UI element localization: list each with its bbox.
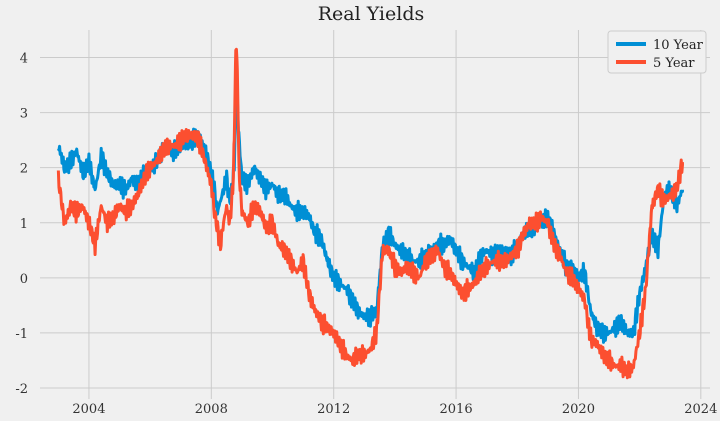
series-line: [56, 47, 684, 380]
y-tick-label: -2: [15, 382, 28, 397]
x-tick-label: 2004: [72, 402, 105, 417]
chart-title: Real Yields: [318, 3, 425, 25]
x-tick-label: 2016: [440, 402, 473, 417]
y-tick-label: 3: [20, 107, 28, 122]
grid: [40, 30, 710, 399]
y-tick-label: -1: [15, 327, 28, 342]
y-tick-label: 4: [20, 52, 28, 67]
series-line: [57, 95, 684, 344]
series-five-year: [56, 47, 684, 380]
legend-label: 10 Year: [653, 38, 704, 53]
tick-labels: -2 -1 0 1 2 3 4 2004 2008 2012 2016 2020 2024: [15, 52, 717, 417]
y-tick-label: 0: [20, 272, 28, 287]
x-tick-label: 2020: [562, 402, 595, 417]
legend-label: 5 Year: [653, 56, 695, 71]
x-tick-label: 2012: [317, 402, 350, 417]
series-ten-year: [57, 95, 684, 344]
legend: 10 Year 5 Year: [607, 30, 707, 74]
y-tick-label: 2: [20, 162, 28, 177]
y-tick-label: 1: [20, 217, 28, 232]
x-tick-label: 2008: [195, 402, 228, 417]
series-layer: [56, 47, 684, 380]
x-tick-label: 2024: [684, 402, 717, 417]
